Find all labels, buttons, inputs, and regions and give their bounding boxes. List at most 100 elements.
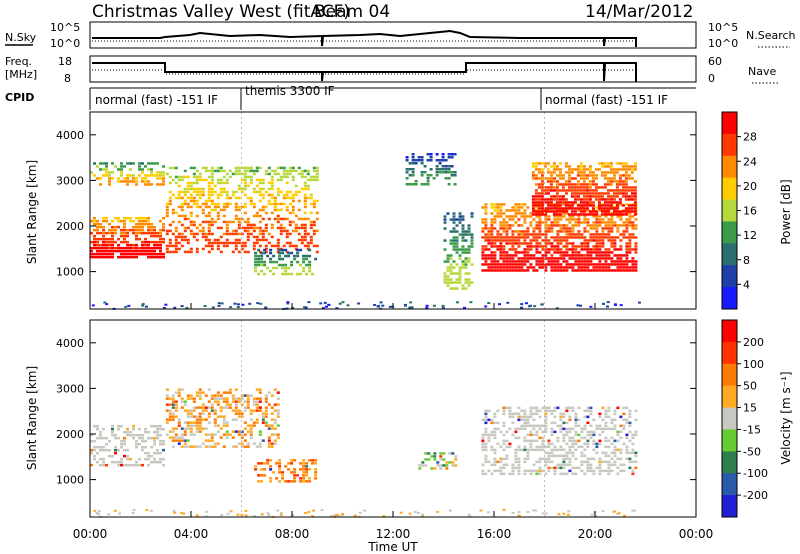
data-cell [138, 219, 141, 223]
data-cell [246, 220, 250, 224]
data-cell [252, 205, 256, 209]
data-cell [565, 409, 569, 413]
data-cell [293, 459, 297, 462]
data-cell [622, 260, 626, 263]
colorbar-swatch [722, 199, 737, 222]
data-cell [315, 211, 319, 215]
data-cell [267, 181, 271, 185]
data-cell [553, 266, 557, 269]
data-cell [126, 162, 129, 165]
data-cell [219, 436, 223, 439]
data-cell [544, 451, 548, 455]
data-cell [481, 227, 485, 230]
data-cell [574, 236, 578, 239]
data-cell [496, 409, 500, 413]
data-cell [261, 217, 265, 221]
data-cell [303, 187, 307, 191]
data-cell [234, 169, 238, 173]
data-cell [252, 424, 256, 427]
data-cell [290, 272, 294, 276]
data-cell [291, 306, 295, 309]
data-cell [279, 229, 283, 233]
data-cell [153, 442, 156, 446]
data-cell [309, 220, 313, 224]
data-cell [631, 215, 635, 218]
data-cell [553, 239, 557, 242]
data-cell [243, 433, 247, 436]
data-cell [570, 177, 574, 180]
data-cell [561, 177, 565, 180]
data-cell [180, 436, 184, 439]
data-cell [293, 471, 297, 474]
data-cell [559, 251, 563, 254]
data-cell [192, 433, 196, 436]
data-cell [520, 242, 524, 245]
data-cell [574, 415, 578, 419]
data-cell [243, 241, 247, 245]
data-cell [270, 442, 274, 445]
data-cell [514, 212, 518, 215]
data-cell [541, 439, 545, 443]
data-cell [604, 409, 608, 413]
data-cell [255, 226, 259, 230]
data-cell [153, 225, 156, 229]
data-cell [129, 457, 132, 461]
data-cell [514, 242, 518, 245]
data-cell [217, 302, 221, 305]
data-cell [162, 177, 165, 180]
data-cell [547, 215, 551, 218]
data-cell [558, 162, 562, 165]
data-cell [195, 187, 199, 191]
data-cell [540, 201, 544, 204]
data-cell [544, 427, 548, 431]
data-cell [583, 239, 587, 242]
data-cell [613, 445, 617, 449]
data-cell [505, 230, 509, 233]
data-cell [568, 445, 572, 449]
data-cell [565, 266, 569, 269]
data-cell [619, 233, 623, 236]
data-cell [314, 468, 318, 471]
data-cell [464, 257, 468, 260]
data-cell [141, 433, 144, 437]
data-cell [216, 217, 220, 221]
data-cell [592, 236, 596, 239]
data-cell [586, 239, 590, 242]
data-cell [276, 433, 280, 436]
data-cell [168, 199, 172, 203]
data-cell [222, 445, 226, 448]
data-cell [559, 224, 563, 227]
data-cell [264, 306, 268, 309]
data-cell [598, 233, 602, 236]
data-cell [102, 174, 105, 177]
data-cell [420, 156, 424, 159]
data-cell [568, 233, 572, 236]
data-cell [150, 234, 153, 238]
data-cell [267, 514, 271, 517]
data-cell [222, 397, 226, 400]
colorbar-tick-label: 24 [743, 155, 757, 168]
data-cell [288, 220, 292, 224]
data-cell [105, 243, 108, 247]
data-cell [286, 301, 290, 304]
data-cell [496, 233, 500, 236]
data-cell [484, 448, 488, 452]
colorbar-tick-label: 28 [743, 131, 757, 144]
data-cell [290, 471, 294, 474]
data-cell [237, 397, 241, 400]
data-cell [464, 281, 468, 284]
data-cell [303, 211, 307, 215]
data-cell [246, 217, 250, 221]
data-cell [613, 460, 617, 464]
data-cell [461, 284, 465, 287]
data-cell [455, 248, 459, 251]
data-cell [278, 459, 282, 462]
data-cell [144, 457, 147, 461]
data-cell [126, 463, 129, 467]
data-cell [96, 460, 99, 464]
data-cell [631, 236, 635, 239]
data-cell [141, 304, 145, 307]
data-cell [613, 409, 617, 413]
data-cell [535, 221, 539, 224]
data-cell [520, 418, 524, 422]
